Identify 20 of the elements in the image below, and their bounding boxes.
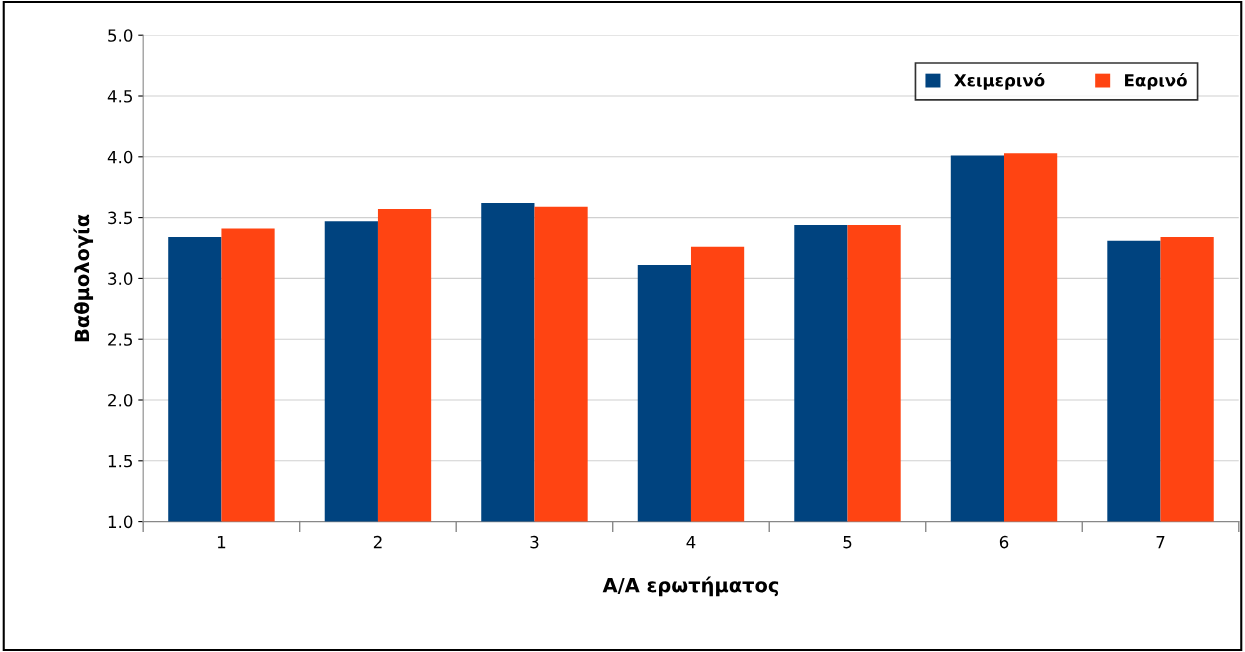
y-axis-title: Βαθμολογία	[73, 214, 94, 342]
y-tick-label: 4.5	[107, 90, 132, 103]
x-tick-label: 7	[1156, 536, 1165, 549]
y-tick-label: 3.5	[108, 211, 132, 225]
y-tick-label: 2.5	[108, 333, 132, 346]
x-tick-label: 3	[530, 535, 539, 549]
x-axis-title: Α/Α ερωτήματος	[602, 576, 779, 597]
x-tick-label: 1	[217, 536, 226, 549]
y-tick-label: 1.0	[108, 515, 133, 529]
y-tick-label: 4.0	[107, 150, 133, 164]
y-tick-label: 3.0	[108, 272, 133, 285]
legend-label: Χειμερινό	[954, 73, 1045, 90]
y-tick-label: 5.0	[108, 29, 133, 42]
y-tick-label: 2.0	[108, 393, 133, 407]
x-tick-label: 4	[686, 536, 696, 549]
legend-label: Εαρινό	[1125, 73, 1187, 90]
x-tick-label: 5	[843, 536, 852, 549]
y-tick-label: 1.5	[108, 454, 132, 468]
x-tick-label: 6	[999, 535, 1009, 549]
x-tick-label: 2	[373, 535, 382, 549]
